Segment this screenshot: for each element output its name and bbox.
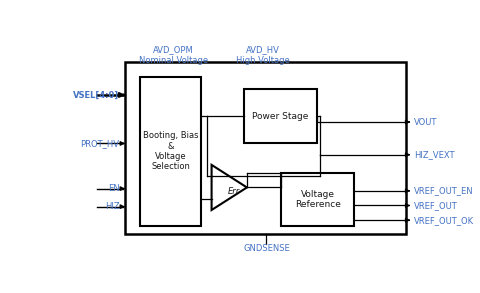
Text: AVD_HV
High Voltage: AVD_HV High Voltage <box>236 45 289 65</box>
Bar <box>281 173 354 226</box>
Text: AVD_OPM
Nominal Voltage: AVD_OPM Nominal Voltage <box>139 45 208 65</box>
Text: HIZ_VEXT: HIZ_VEXT <box>414 150 455 159</box>
Text: HIZ: HIZ <box>105 202 120 211</box>
Text: EN: EN <box>108 184 120 193</box>
Text: VREF_OUT_OK: VREF_OUT_OK <box>414 216 474 225</box>
Text: PROT_HV: PROT_HV <box>81 139 120 148</box>
Polygon shape <box>212 165 247 210</box>
Text: VREF_OUT: VREF_OUT <box>414 201 458 210</box>
Text: Booting, Bias
&
Voltage
Selection: Booting, Bias & Voltage Selection <box>143 131 198 171</box>
Text: GNDSENSE: GNDSENSE <box>243 244 290 253</box>
Bar <box>244 89 317 144</box>
Text: Err: Err <box>228 187 240 196</box>
Text: VSEL[4:0]: VSEL[4:0] <box>73 91 120 99</box>
Bar <box>125 62 406 234</box>
Text: Voltage
Reference: Voltage Reference <box>295 190 340 209</box>
Text: VREF_OUT_EN: VREF_OUT_EN <box>414 186 474 195</box>
Bar <box>140 77 202 226</box>
Text: Power Stage: Power Stage <box>252 112 309 121</box>
Text: VOUT: VOUT <box>414 117 437 127</box>
